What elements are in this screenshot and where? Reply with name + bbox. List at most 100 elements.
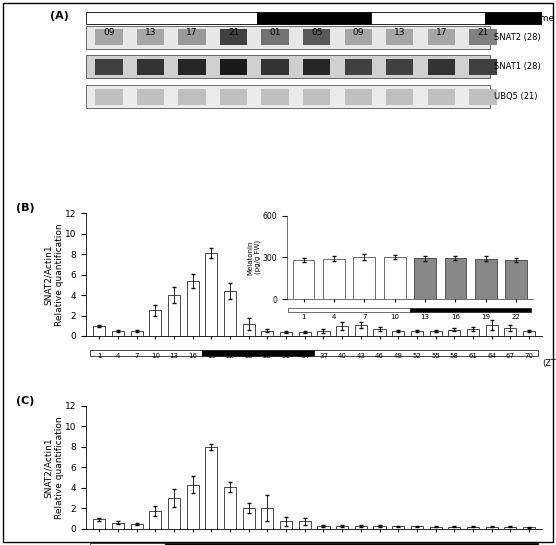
Bar bbox=[345, 29, 372, 45]
Bar bbox=[112, 523, 124, 529]
Text: 05: 05 bbox=[311, 28, 322, 38]
Bar bbox=[371, 12, 485, 25]
Bar bbox=[261, 59, 289, 75]
Bar bbox=[411, 331, 423, 336]
Bar bbox=[386, 89, 414, 105]
Bar bbox=[187, 485, 198, 529]
Bar bbox=[345, 59, 372, 75]
Bar bbox=[202, 350, 314, 356]
Bar bbox=[523, 527, 535, 529]
Bar bbox=[467, 329, 479, 336]
Bar bbox=[220, 29, 247, 45]
Bar bbox=[523, 331, 535, 336]
Bar bbox=[220, 89, 247, 105]
Text: 21: 21 bbox=[228, 28, 239, 38]
Bar bbox=[242, 324, 255, 336]
Text: (A): (A) bbox=[49, 11, 68, 21]
Bar bbox=[131, 331, 143, 336]
Bar bbox=[299, 332, 311, 336]
Bar bbox=[355, 325, 367, 336]
Bar bbox=[168, 295, 180, 336]
Text: 01: 01 bbox=[270, 28, 281, 38]
Bar bbox=[303, 59, 330, 75]
Bar bbox=[95, 29, 123, 45]
Bar bbox=[93, 519, 105, 529]
Text: (C): (C) bbox=[16, 396, 34, 406]
Bar bbox=[430, 526, 441, 529]
Bar bbox=[242, 508, 255, 529]
Bar bbox=[86, 12, 257, 25]
Bar bbox=[303, 29, 330, 45]
Bar bbox=[317, 525, 330, 529]
Bar bbox=[428, 89, 455, 105]
Bar bbox=[374, 525, 386, 529]
Bar bbox=[317, 331, 330, 336]
Y-axis label: SNAT2/Actin1
Relative quantification: SNAT2/Actin1 Relative quantification bbox=[44, 223, 63, 326]
Bar bbox=[149, 511, 161, 529]
Bar bbox=[257, 12, 371, 25]
Bar bbox=[178, 89, 206, 105]
Bar bbox=[428, 29, 455, 45]
Bar bbox=[95, 59, 123, 75]
Bar bbox=[178, 59, 206, 75]
Bar bbox=[485, 12, 542, 25]
Bar bbox=[299, 522, 311, 529]
Bar bbox=[178, 29, 206, 45]
Bar bbox=[303, 89, 330, 105]
Bar bbox=[448, 330, 460, 336]
Bar bbox=[374, 329, 386, 336]
Text: (B): (B) bbox=[16, 203, 34, 213]
Bar bbox=[280, 522, 292, 529]
Text: 21: 21 bbox=[477, 28, 489, 38]
Bar bbox=[504, 328, 517, 336]
Bar bbox=[90, 543, 165, 545]
Bar bbox=[131, 524, 143, 529]
Bar bbox=[485, 325, 498, 336]
Text: SNAT1 (28): SNAT1 (28) bbox=[494, 63, 541, 71]
Bar bbox=[467, 526, 479, 529]
Bar bbox=[345, 89, 372, 105]
Bar bbox=[261, 508, 274, 529]
Text: 13: 13 bbox=[145, 28, 156, 38]
Bar bbox=[137, 29, 164, 45]
Text: 13: 13 bbox=[394, 28, 405, 38]
Bar bbox=[485, 526, 498, 529]
Bar bbox=[428, 59, 455, 75]
Bar bbox=[411, 526, 423, 529]
Bar bbox=[137, 89, 164, 105]
Bar bbox=[392, 331, 404, 336]
Bar bbox=[261, 89, 289, 105]
Bar bbox=[469, 29, 497, 45]
Bar bbox=[86, 26, 490, 49]
Bar bbox=[86, 56, 490, 78]
Bar bbox=[90, 350, 202, 356]
Bar bbox=[392, 526, 404, 529]
Text: UBQ5 (21): UBQ5 (21) bbox=[494, 92, 538, 101]
Bar bbox=[137, 59, 164, 75]
Bar bbox=[280, 332, 292, 336]
Bar bbox=[149, 311, 161, 336]
Bar bbox=[112, 331, 124, 336]
Text: 09: 09 bbox=[103, 28, 115, 38]
Bar bbox=[355, 525, 367, 529]
Text: (ZT): (ZT) bbox=[542, 359, 556, 367]
Bar bbox=[386, 29, 414, 45]
Bar bbox=[504, 526, 517, 529]
Text: 09: 09 bbox=[353, 28, 364, 38]
Bar bbox=[224, 487, 236, 529]
Bar bbox=[93, 326, 105, 336]
Bar bbox=[224, 291, 236, 336]
Bar bbox=[430, 331, 441, 336]
Bar bbox=[448, 526, 460, 529]
Bar bbox=[205, 447, 217, 529]
Text: Clock time: Clock time bbox=[505, 14, 554, 23]
Bar bbox=[205, 253, 217, 336]
Y-axis label: SNAT2/Actin1
Relative quantification: SNAT2/Actin1 Relative quantification bbox=[44, 416, 63, 518]
Bar bbox=[314, 350, 538, 356]
Text: 17: 17 bbox=[435, 28, 447, 38]
Bar bbox=[469, 89, 497, 105]
Bar bbox=[261, 29, 289, 45]
Bar bbox=[336, 525, 348, 529]
Text: 17: 17 bbox=[186, 28, 198, 38]
Text: SNAT2 (28): SNAT2 (28) bbox=[494, 33, 541, 42]
